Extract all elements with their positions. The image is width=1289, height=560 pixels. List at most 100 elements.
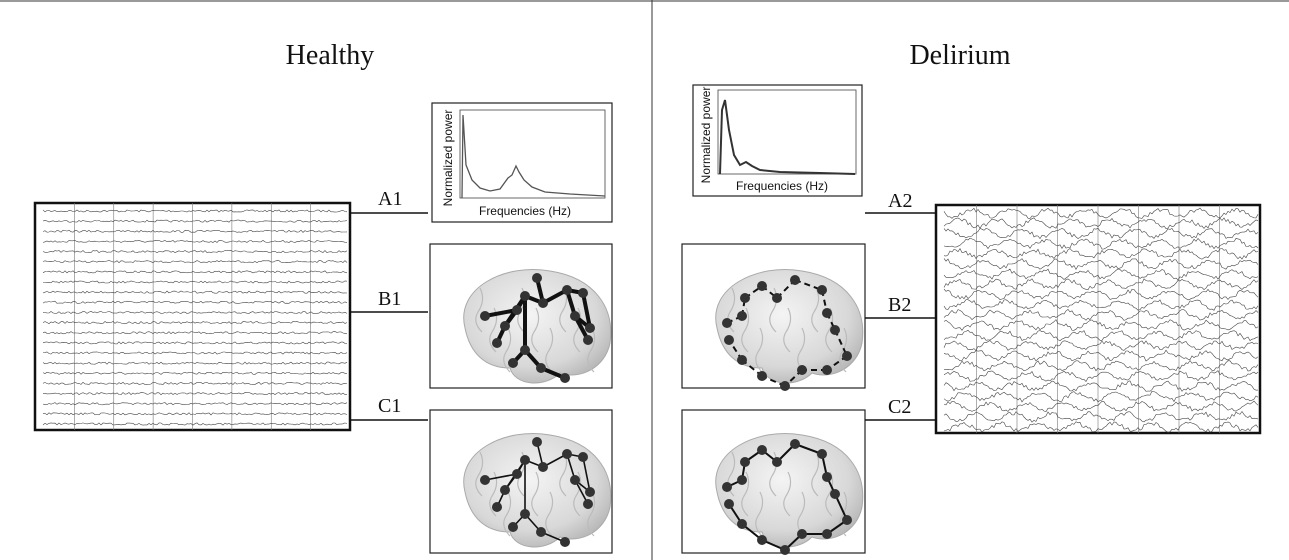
eeg-trace bbox=[943, 390, 1259, 403]
connection bbox=[581, 292, 592, 329]
node bbox=[532, 273, 542, 283]
eeg-trace bbox=[42, 250, 348, 254]
eeg-trace bbox=[42, 321, 348, 325]
eeg-trace bbox=[42, 270, 348, 274]
brain-fold bbox=[825, 307, 834, 353]
node bbox=[737, 475, 747, 485]
brain-fold bbox=[783, 471, 792, 517]
eeg-trace bbox=[943, 319, 1259, 331]
brain-fold bbox=[755, 327, 764, 373]
node bbox=[520, 455, 530, 465]
eeg-trace bbox=[943, 237, 1259, 250]
eeg-trace bbox=[943, 400, 1259, 412]
node bbox=[772, 457, 782, 467]
eeg-trace bbox=[943, 308, 1259, 321]
node bbox=[724, 499, 734, 509]
node bbox=[797, 365, 807, 375]
brain-fold bbox=[545, 327, 554, 373]
eeg-traces bbox=[943, 205, 1259, 433]
node bbox=[512, 305, 522, 315]
eeg-trace bbox=[943, 248, 1259, 260]
node bbox=[570, 311, 580, 321]
node bbox=[492, 502, 502, 512]
node bbox=[757, 535, 767, 545]
node bbox=[757, 281, 767, 291]
node bbox=[520, 291, 530, 301]
node bbox=[772, 293, 782, 303]
label: C1 bbox=[378, 395, 401, 417]
node bbox=[562, 285, 572, 295]
eeg-traces bbox=[42, 203, 348, 430]
node bbox=[585, 323, 595, 333]
brain-fold bbox=[559, 451, 568, 497]
eeg-trace bbox=[42, 381, 348, 385]
label: B1 bbox=[378, 288, 401, 310]
eeg-trace bbox=[42, 260, 348, 264]
label: B2 bbox=[888, 294, 911, 316]
eeg-trace bbox=[943, 349, 1259, 362]
brain-fold bbox=[825, 471, 834, 517]
brain-fold bbox=[839, 491, 848, 537]
brain-fold bbox=[587, 327, 596, 373]
node bbox=[790, 275, 800, 285]
brain-fold bbox=[475, 287, 484, 333]
eeg-trace bbox=[43, 280, 348, 284]
eeg-trace bbox=[943, 288, 1259, 301]
node bbox=[508, 358, 518, 368]
brain-fold bbox=[573, 307, 582, 353]
node bbox=[570, 475, 580, 485]
brain-fold bbox=[545, 491, 554, 537]
eeg-trace bbox=[944, 359, 1259, 372]
node bbox=[817, 285, 827, 295]
eeg-trace bbox=[943, 278, 1259, 291]
brain-fold bbox=[755, 491, 764, 537]
node bbox=[520, 509, 530, 519]
node bbox=[757, 445, 767, 455]
node bbox=[737, 355, 747, 365]
node bbox=[722, 482, 732, 492]
node bbox=[822, 365, 832, 375]
eeg-trace bbox=[943, 380, 1259, 392]
node bbox=[492, 338, 502, 348]
node bbox=[585, 487, 595, 497]
eeg-trace bbox=[42, 331, 348, 335]
node bbox=[578, 452, 588, 462]
node bbox=[538, 462, 548, 472]
brain-fold bbox=[741, 307, 750, 353]
eeg-trace bbox=[42, 290, 348, 294]
brain-fold bbox=[475, 451, 484, 497]
axis-label: Frequencies (Hz) bbox=[736, 179, 828, 193]
eeg-trace bbox=[42, 219, 348, 223]
eeg-trace bbox=[42, 300, 348, 304]
brain-fold bbox=[489, 471, 498, 517]
node bbox=[512, 469, 522, 479]
label: C2 bbox=[888, 396, 911, 418]
spectrum-curve bbox=[461, 114, 606, 199]
eeg-trace bbox=[42, 402, 348, 406]
brain-fold bbox=[531, 307, 540, 353]
node bbox=[737, 311, 747, 321]
node bbox=[722, 318, 732, 328]
axis-label: Frequencies (Hz) bbox=[479, 204, 571, 218]
node bbox=[780, 381, 790, 391]
eeg-trace bbox=[42, 240, 348, 243]
brain-fold bbox=[573, 471, 582, 517]
brain-fold bbox=[587, 491, 596, 537]
eeg-trace bbox=[943, 258, 1259, 271]
eeg-trace bbox=[42, 229, 348, 233]
eeg-trace bbox=[943, 217, 1259, 229]
node bbox=[500, 321, 510, 331]
node bbox=[562, 449, 572, 459]
node bbox=[822, 529, 832, 539]
node bbox=[737, 519, 747, 529]
panel-title: Healthy bbox=[286, 40, 375, 71]
eeg-trace bbox=[943, 299, 1259, 311]
node bbox=[724, 335, 734, 345]
node bbox=[830, 325, 840, 335]
eeg-trace bbox=[42, 209, 348, 213]
node bbox=[842, 515, 852, 525]
eeg-trace bbox=[943, 227, 1259, 240]
eeg-trace bbox=[42, 341, 348, 345]
